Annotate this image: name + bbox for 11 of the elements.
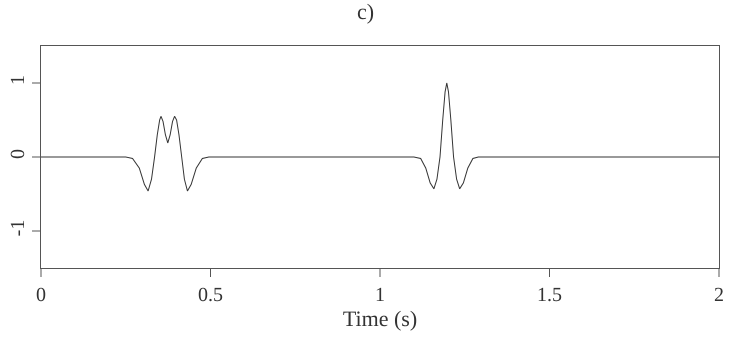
chart-title: c) xyxy=(356,0,374,24)
x-tick-label: 1.5 xyxy=(537,284,562,306)
x-tick-label: 2 xyxy=(714,284,724,306)
y-tick-label: -1 xyxy=(7,220,29,236)
x-tick-label: 1 xyxy=(375,284,385,306)
y-tick-label: 1 xyxy=(7,75,29,85)
x-tick-label: 0.5 xyxy=(198,284,223,306)
x-tick-label: 0 xyxy=(36,284,46,306)
x-axis-title: Time (s) xyxy=(342,306,418,331)
line-series xyxy=(41,82,719,192)
y-tick-label: 0 xyxy=(7,149,29,159)
